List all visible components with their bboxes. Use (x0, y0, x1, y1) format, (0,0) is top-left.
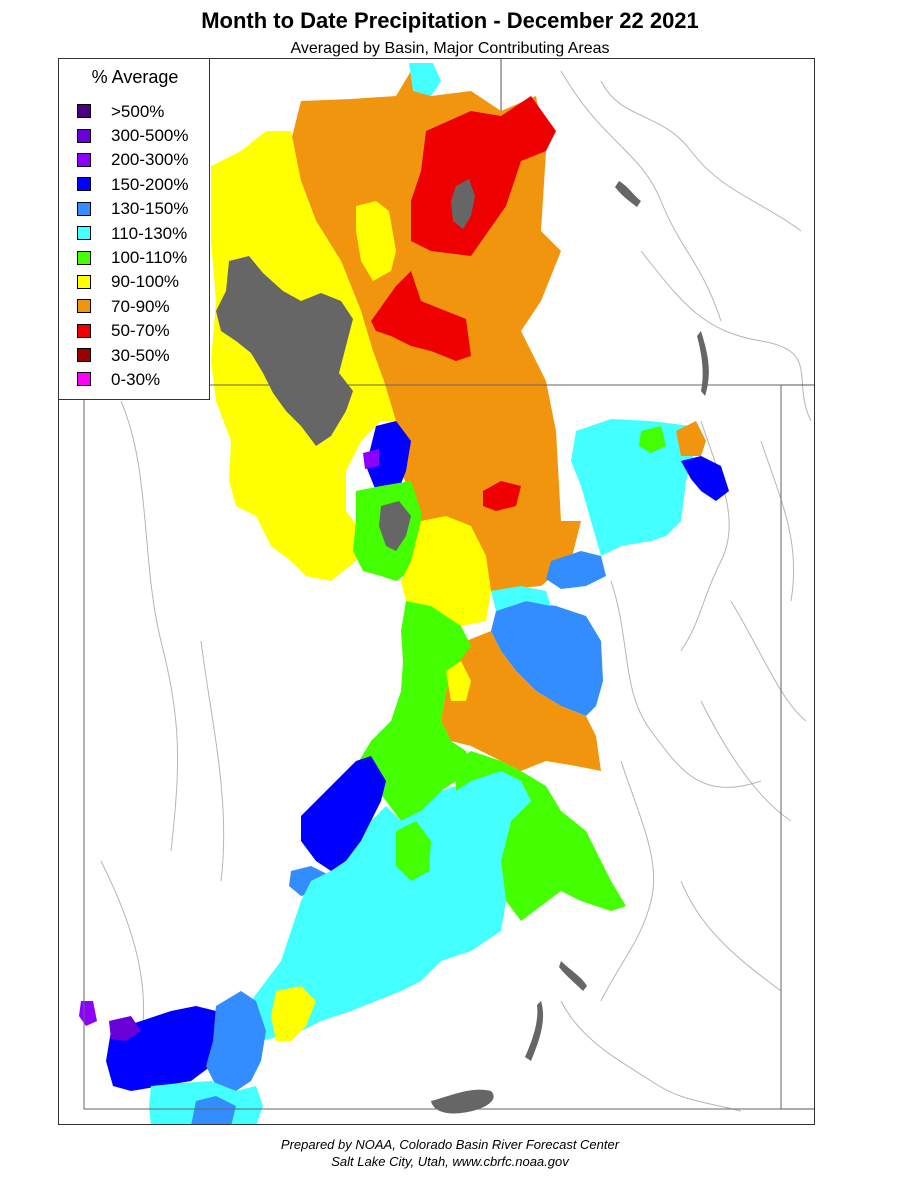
legend-label: >500% (111, 101, 165, 121)
legend-item: 70-90% (77, 294, 189, 318)
region-100-110-southeast (456, 751, 626, 921)
legend-label: 100-110% (111, 248, 188, 268)
legend-swatch (77, 274, 91, 289)
legend-swatch (77, 104, 91, 119)
region-90-100-center-small (446, 661, 471, 701)
legend-swatch (77, 299, 91, 314)
region-110-130-south (241, 771, 531, 1041)
region-50-70-small (483, 481, 521, 511)
legend-item: 0-30% (77, 367, 189, 391)
legend-item: 90-100% (77, 270, 189, 294)
legend-item: 110-130% (77, 221, 189, 245)
legend-item: 200-300% (77, 148, 189, 172)
footer-line-2: Salt Lake City, Utah, www.cbrfc.noaa.gov (331, 1154, 569, 1169)
legend-swatch (77, 128, 91, 143)
region-130-150-bottom (191, 1096, 236, 1124)
region-90-100-south-small (271, 986, 316, 1041)
map-title: Month to Date Precipitation - December 2… (201, 8, 699, 33)
legend-swatch (77, 372, 91, 387)
legend-swatch (77, 348, 91, 363)
region-200-300-sw-corner (79, 1001, 97, 1026)
region-70-90-east-small (676, 421, 706, 456)
region-50-70-north (411, 96, 556, 256)
legend-label: 130-150% (111, 199, 189, 219)
footer-credit: Prepared by NOAA, Colorado Basin River F… (0, 1136, 900, 1170)
legend-swatch (77, 152, 91, 167)
region-300-500-sw-corner (109, 1016, 141, 1041)
legend-swatch (77, 177, 91, 192)
legend-item: 30-50% (77, 343, 189, 367)
no-data-utah-lake (379, 501, 411, 551)
region-100-110-east-small (639, 426, 666, 453)
legend-item: 150-200% (77, 172, 189, 196)
legend-item: 100-110% (77, 245, 189, 269)
legend-item: >500% (77, 99, 189, 123)
legend-swatch (77, 201, 91, 216)
legend-title: % Average (91, 67, 179, 87)
legend-swatch (77, 226, 91, 241)
legend-label: 150-200% (111, 174, 189, 194)
legend-label: 110-130% (111, 223, 188, 243)
precipitation-map (79, 59, 814, 1124)
legend-list: >500% 300-500% 200-300% 150-200% 130-150… (77, 99, 189, 392)
legend-item: 130-150% (77, 197, 189, 221)
region-200-300-central (363, 449, 379, 469)
reservoir-shapes (431, 181, 709, 1114)
legend-swatch (77, 250, 91, 265)
region-130-150-south (206, 991, 266, 1091)
region-130-150-san-rafael (491, 601, 603, 716)
region-50-70-central (371, 271, 471, 361)
legend-label: 200-300% (111, 150, 189, 170)
legend-item: 50-70% (77, 319, 189, 343)
map-frame (58, 58, 815, 1125)
region-110-130-san-rafael (491, 586, 551, 611)
region-100-110-south-patch (396, 821, 431, 881)
legend-label: 0-30% (111, 369, 161, 389)
region-110-130-top (409, 63, 441, 96)
region-100-110-center (359, 601, 471, 821)
region-150-200-central (366, 421, 411, 496)
region-70-90-southeast (441, 631, 601, 771)
legend: % Average >500% 300-500% 200-300% 150-20… (58, 58, 210, 400)
region-150-200-east (681, 456, 729, 501)
region-150-200-sw-band (301, 756, 386, 871)
legend-label: 30-50% (111, 345, 170, 365)
region-90-100-wasatch (401, 516, 491, 626)
legend-label: 50-70% (111, 321, 170, 341)
legend-swatch (77, 323, 91, 338)
region-130-150-east (546, 551, 606, 589)
legend-item: 300-500% (77, 123, 189, 147)
map-subtitle: Averaged by Basin, Major Contributing Ar… (290, 40, 610, 57)
no-data-lake (216, 256, 353, 446)
legend-label: 300-500% (111, 126, 189, 146)
legend-label: 90-100% (111, 272, 180, 292)
legend-label: 70-90% (111, 296, 170, 316)
region-90-100-north-strip (356, 201, 396, 281)
footer-line-1: Prepared by NOAA, Colorado Basin River F… (280, 1137, 620, 1152)
no-data-flaming-gorge (451, 179, 475, 229)
region-110-130-east (571, 419, 701, 556)
